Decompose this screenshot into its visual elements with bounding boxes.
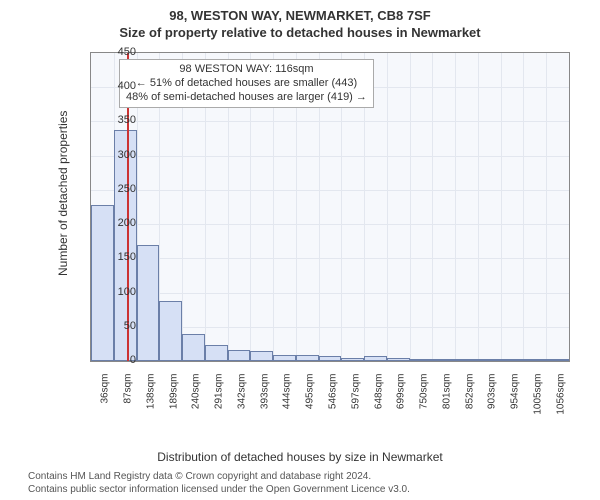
y-tick: 300 (100, 149, 136, 161)
x-tick: 87sqm (123, 374, 134, 404)
x-tick: 852sqm (464, 374, 475, 410)
y-tick: 200 (100, 217, 136, 229)
x-tick: 189sqm (168, 374, 179, 410)
x-tick: 291sqm (214, 374, 225, 410)
bar (501, 359, 524, 361)
footer-line1: Contains HM Land Registry data © Crown c… (28, 471, 410, 484)
gridline-v (387, 53, 388, 361)
gridline-v (501, 53, 502, 361)
gridline-v (410, 53, 411, 361)
bar (205, 345, 228, 361)
x-tick: 444sqm (282, 374, 293, 410)
annotation-line3: 48% of semi-detached houses are larger (… (126, 91, 367, 105)
bar (410, 359, 433, 361)
gridline-v (455, 53, 456, 361)
title-address: 98, WESTON WAY, NEWMARKET, CB8 7SF (0, 0, 600, 25)
bar (387, 358, 410, 361)
x-tick: 138sqm (145, 374, 156, 410)
x-tick: 801sqm (441, 374, 452, 410)
gridline-v (546, 53, 547, 361)
annotation-line1: 98 WESTON WAY: 116sqm (126, 63, 367, 77)
x-axis-label: Distribution of detached houses by size … (0, 450, 600, 464)
bar (523, 359, 546, 361)
gridline-v (523, 53, 524, 361)
x-tick: 1056sqm (555, 374, 566, 415)
bar (432, 359, 455, 361)
x-tick: 393sqm (259, 374, 270, 410)
x-tick: 546sqm (328, 374, 339, 410)
gridline-v (478, 53, 479, 361)
plot-region: 98 WESTON WAY: 116sqm ← 51% of detached … (90, 52, 570, 362)
x-tick: 495sqm (305, 374, 316, 410)
x-tick: 1005sqm (532, 374, 543, 415)
x-tick: 648sqm (373, 374, 384, 410)
bar (546, 359, 569, 361)
bar (364, 356, 387, 361)
chart-container: 98, WESTON WAY, NEWMARKET, CB8 7SF Size … (0, 0, 600, 500)
footer-line2: Contains public sector information licen… (28, 484, 410, 497)
y-tick: 450 (100, 46, 136, 58)
x-tick: 750sqm (419, 374, 430, 410)
x-tick: 36sqm (100, 374, 111, 404)
bar (341, 358, 364, 361)
bar (455, 359, 478, 361)
gridline-h (91, 190, 569, 191)
footer-attribution: Contains HM Land Registry data © Crown c… (28, 471, 410, 496)
gridline-h (91, 224, 569, 225)
y-tick: 350 (100, 114, 136, 126)
annotation-box: 98 WESTON WAY: 116sqm ← 51% of detached … (119, 59, 374, 108)
y-tick: 50 (100, 320, 136, 332)
gridline-h (91, 293, 569, 294)
gridline-v (432, 53, 433, 361)
bar (250, 351, 273, 361)
y-tick: 150 (100, 251, 136, 263)
gridline-h (91, 156, 569, 157)
y-tick: 400 (100, 80, 136, 92)
bar (273, 355, 296, 361)
y-tick: 250 (100, 183, 136, 195)
bar (228, 350, 251, 361)
x-tick: 954sqm (510, 374, 521, 410)
annotation-line2: ← 51% of detached houses are smaller (44… (126, 77, 367, 91)
chart-area: Number of detached properties 98 WESTON … (50, 46, 580, 416)
y-axis-label: Number of detached properties (56, 111, 70, 276)
x-tick: 597sqm (350, 374, 361, 410)
bar (478, 359, 501, 361)
y-tick: 0 (100, 354, 136, 366)
y-tick: 100 (100, 286, 136, 298)
bar (319, 356, 342, 361)
bar (182, 334, 205, 361)
title-subtitle: Size of property relative to detached ho… (0, 25, 600, 42)
bar (137, 245, 160, 361)
x-tick: 240sqm (191, 374, 202, 410)
x-tick: 342sqm (236, 374, 247, 410)
bar (296, 355, 319, 361)
bar (159, 301, 182, 361)
x-tick: 699sqm (396, 374, 407, 410)
gridline-h (91, 258, 569, 259)
gridline-h (91, 121, 569, 122)
x-tick: 903sqm (487, 374, 498, 410)
